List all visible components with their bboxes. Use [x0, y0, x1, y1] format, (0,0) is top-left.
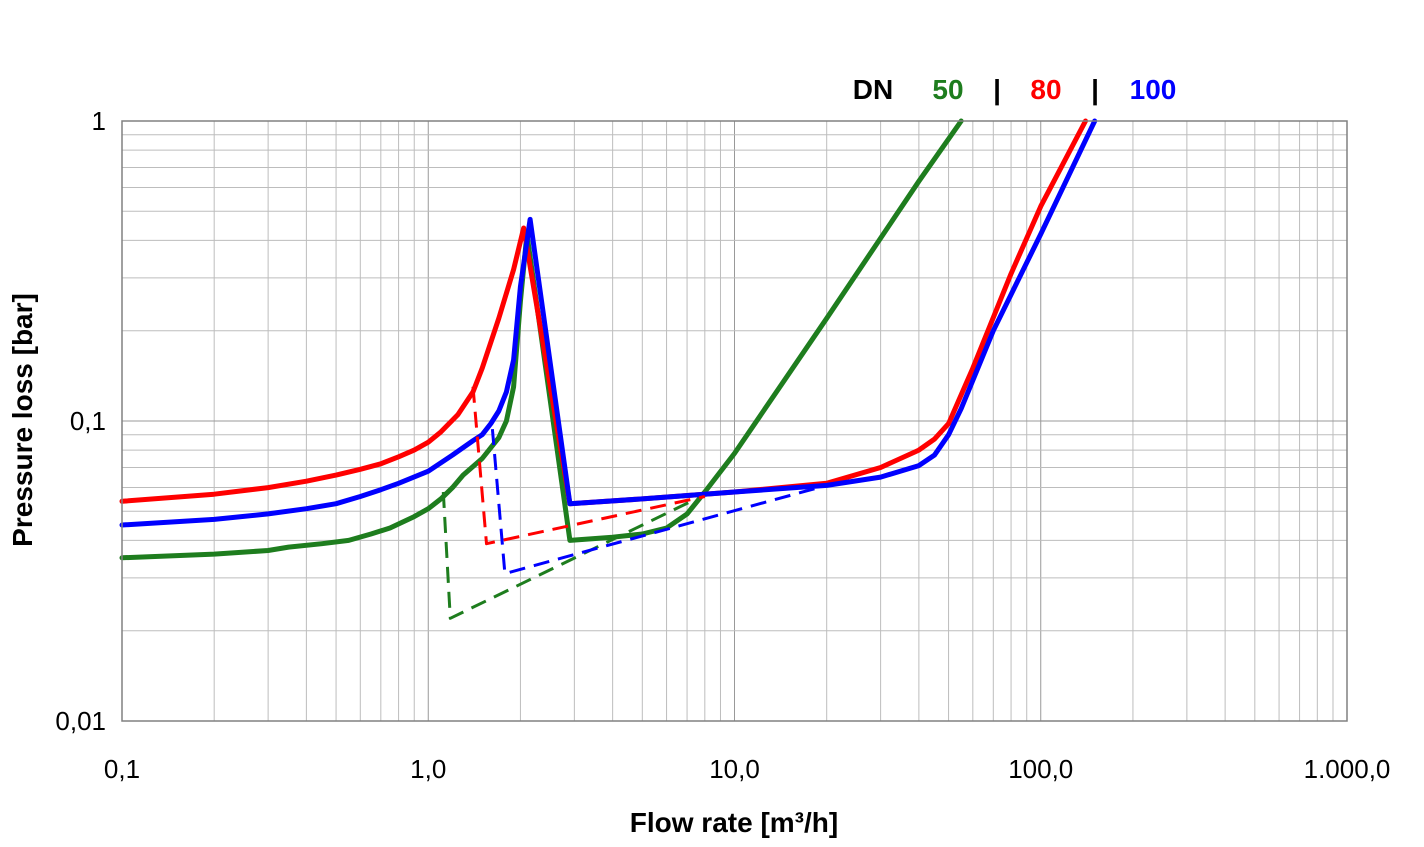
x-tick-label: 10,0: [709, 754, 760, 784]
x-tick-labels: 0,1 1,0 10,0 100,0 1.000,0: [104, 754, 1390, 784]
x-tick-label: 1,0: [410, 754, 446, 784]
series-line-dn-100-dashed: [490, 428, 828, 576]
y-axis-title: Pressure loss [bar]: [7, 293, 38, 547]
legend-entry-80: 80: [1030, 74, 1061, 105]
x-tick-label: 1.000,0: [1304, 754, 1391, 784]
y-tick-labels: 0,01 0,1 1: [55, 106, 106, 736]
x-axis-title: Flow rate [m³/h]: [630, 807, 838, 838]
legend-separator-2: |: [1091, 74, 1099, 105]
y-tick-label: 0,1: [70, 406, 106, 436]
series-layer: [119, 118, 1098, 620]
legend-entry-50: 50: [932, 74, 963, 105]
series-line-dn-100: [119, 118, 1098, 528]
y-tick-label: 1: [92, 106, 106, 136]
legend-prefix: DN: [853, 74, 893, 105]
grid: [121, 121, 1347, 722]
x-tick-label: 100,0: [1008, 754, 1073, 784]
legend-entry-100: 100: [1130, 74, 1177, 105]
series-line-dn-80-dashed: [471, 386, 706, 546]
y-tick-label: 0,01: [55, 706, 106, 736]
legend-separator-1: |: [993, 74, 1001, 105]
plot-frame: [121, 120, 1348, 722]
legend: DN 50 | 80 | 100: [853, 74, 1177, 105]
series-line-dn-50-dashed: [441, 491, 697, 620]
series-line-dn-80: [119, 118, 1088, 507]
x-tick-label: 0,1: [104, 754, 140, 784]
series-line-dn-50: [119, 118, 964, 561]
